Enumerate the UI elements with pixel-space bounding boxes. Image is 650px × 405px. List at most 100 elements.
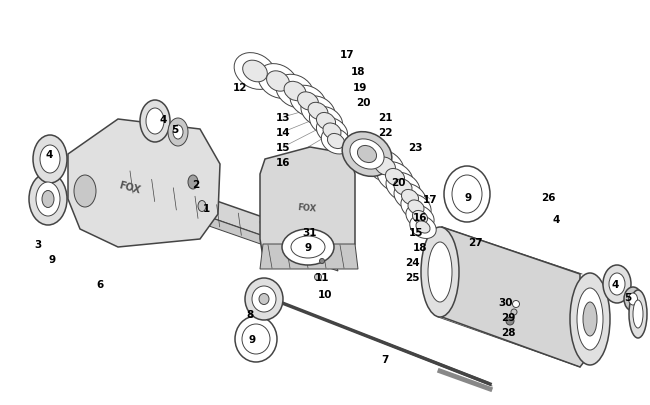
Ellipse shape	[140, 101, 170, 143]
Ellipse shape	[298, 93, 318, 111]
Text: 9: 9	[465, 192, 471, 202]
Ellipse shape	[282, 230, 334, 265]
Ellipse shape	[284, 82, 306, 101]
Ellipse shape	[33, 136, 67, 183]
Ellipse shape	[234, 53, 276, 90]
Text: 4: 4	[46, 149, 53, 160]
Text: 24: 24	[405, 257, 419, 267]
Ellipse shape	[323, 124, 341, 140]
Ellipse shape	[168, 119, 188, 147]
Ellipse shape	[406, 205, 434, 230]
Ellipse shape	[317, 113, 335, 130]
Text: 5: 5	[625, 292, 632, 302]
Ellipse shape	[416, 222, 430, 234]
Text: 6: 6	[96, 279, 103, 289]
Polygon shape	[260, 148, 355, 264]
Polygon shape	[120, 170, 340, 261]
Ellipse shape	[350, 140, 384, 170]
Ellipse shape	[252, 286, 276, 312]
Ellipse shape	[242, 324, 270, 354]
Text: 4: 4	[552, 215, 560, 224]
Ellipse shape	[309, 107, 343, 136]
Ellipse shape	[258, 64, 298, 99]
Ellipse shape	[74, 175, 96, 207]
Ellipse shape	[29, 174, 67, 226]
Polygon shape	[260, 244, 358, 269]
Ellipse shape	[317, 118, 348, 145]
Text: 15: 15	[409, 228, 423, 237]
Text: 16: 16	[413, 213, 427, 222]
Text: 9: 9	[304, 243, 311, 252]
Ellipse shape	[603, 265, 631, 303]
Ellipse shape	[366, 150, 404, 183]
Text: FOX: FOX	[297, 202, 317, 213]
Ellipse shape	[146, 109, 164, 135]
Ellipse shape	[452, 175, 482, 213]
Ellipse shape	[394, 184, 426, 211]
Ellipse shape	[36, 183, 60, 216]
Text: 18: 18	[351, 67, 365, 77]
Ellipse shape	[320, 259, 324, 264]
Text: 10: 10	[318, 289, 332, 299]
Text: 19: 19	[353, 83, 367, 93]
Text: 14: 14	[276, 128, 291, 138]
Ellipse shape	[321, 129, 351, 155]
Ellipse shape	[512, 301, 519, 308]
Text: 15: 15	[276, 143, 291, 153]
Ellipse shape	[609, 273, 625, 295]
Text: 28: 28	[500, 327, 515, 337]
Ellipse shape	[308, 103, 328, 120]
Ellipse shape	[402, 190, 419, 205]
Ellipse shape	[374, 158, 395, 176]
Polygon shape	[438, 228, 590, 367]
Text: 25: 25	[405, 272, 419, 282]
Ellipse shape	[583, 302, 597, 336]
Ellipse shape	[577, 288, 603, 350]
Ellipse shape	[410, 216, 436, 239]
Text: 4: 4	[159, 115, 166, 125]
Ellipse shape	[290, 86, 326, 117]
Ellipse shape	[570, 273, 610, 365]
Text: 4: 4	[611, 279, 619, 289]
Text: 23: 23	[408, 143, 422, 153]
Text: 31: 31	[303, 228, 317, 237]
Ellipse shape	[633, 300, 643, 328]
Ellipse shape	[242, 61, 267, 83]
Ellipse shape	[301, 97, 335, 127]
Text: 29: 29	[500, 312, 515, 322]
Ellipse shape	[511, 309, 517, 315]
Text: 1: 1	[202, 203, 209, 213]
Text: 8: 8	[246, 309, 254, 319]
Text: 17: 17	[422, 194, 437, 205]
Ellipse shape	[629, 290, 647, 338]
Text: 7: 7	[382, 354, 389, 364]
Ellipse shape	[394, 179, 412, 196]
Text: 12: 12	[233, 83, 247, 93]
Ellipse shape	[428, 243, 452, 302]
Text: 26: 26	[541, 192, 555, 202]
Ellipse shape	[358, 146, 376, 163]
Ellipse shape	[385, 169, 404, 186]
Ellipse shape	[315, 274, 322, 281]
Ellipse shape	[276, 75, 314, 109]
Ellipse shape	[198, 201, 206, 212]
Text: 17: 17	[340, 50, 354, 60]
Text: 9: 9	[248, 334, 255, 344]
Text: 3: 3	[34, 239, 42, 249]
Ellipse shape	[291, 237, 325, 258]
Text: 21: 21	[378, 113, 392, 123]
Ellipse shape	[342, 132, 392, 177]
Ellipse shape	[245, 278, 283, 320]
Text: 13: 13	[276, 113, 291, 123]
Ellipse shape	[188, 175, 198, 190]
Ellipse shape	[40, 146, 60, 174]
Text: 9: 9	[49, 254, 55, 264]
Ellipse shape	[408, 200, 424, 215]
Text: 18: 18	[413, 243, 427, 252]
Ellipse shape	[624, 287, 642, 311]
Ellipse shape	[386, 173, 420, 202]
Text: 22: 22	[378, 128, 392, 138]
Text: 16: 16	[276, 158, 291, 168]
Ellipse shape	[421, 228, 459, 317]
Ellipse shape	[506, 317, 514, 325]
